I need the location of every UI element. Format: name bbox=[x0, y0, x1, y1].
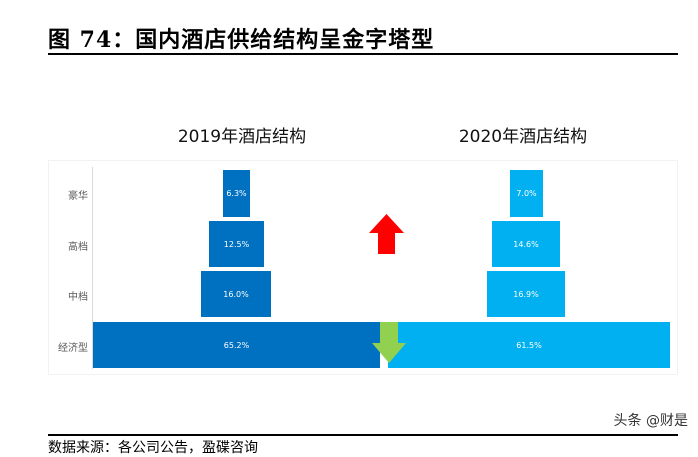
category-axis-line bbox=[92, 167, 93, 369]
bar-2020-luxury: 7.0% bbox=[510, 170, 543, 217]
source-note: 数据来源：各公司公告，盈碟咨询 bbox=[48, 440, 258, 456]
watermark: 头条 @财是 bbox=[613, 413, 688, 429]
source-rule bbox=[48, 434, 678, 436]
bar-2020-upscale: 14.6% bbox=[492, 221, 560, 267]
bar-2019-midscale: 16.0% bbox=[201, 271, 271, 317]
up-arrow-icon bbox=[369, 214, 404, 254]
bar-label: 6.3% bbox=[226, 189, 247, 198]
bar-label: 61.5% bbox=[516, 340, 542, 350]
bar-2019-upscale: 12.5% bbox=[209, 221, 264, 267]
chart-frame bbox=[48, 160, 678, 375]
bar-2019-economy: 65.2% bbox=[93, 322, 380, 368]
category-label-economy: 经济型 bbox=[58, 343, 88, 354]
bar-label: 16.9% bbox=[513, 289, 539, 299]
bar-label: 65.2% bbox=[223, 340, 250, 350]
bar-label: 14.6% bbox=[513, 239, 539, 249]
bar-label: 16.0% bbox=[223, 289, 249, 299]
category-label-luxury: 豪华 bbox=[68, 191, 88, 202]
bar-2020-economy: 61.5% bbox=[388, 322, 670, 368]
bar-label: 12.5% bbox=[223, 239, 250, 249]
bar-2020-midscale: 16.9% bbox=[487, 271, 565, 317]
panel-title-2020: 2020年酒店结构 bbox=[458, 127, 588, 147]
panel-title-2019: 2019年酒店结构 bbox=[177, 127, 307, 147]
bar-2019-luxury: 6.3% bbox=[223, 170, 250, 217]
down-arrow-icon bbox=[372, 322, 406, 363]
category-label-upscale: 高档 bbox=[68, 242, 88, 253]
bar-label: 7.0% bbox=[516, 189, 537, 198]
figure-title: 图 74：国内酒店供给结构呈金字塔型 bbox=[48, 27, 435, 53]
title-rule bbox=[48, 53, 678, 55]
category-label-midscale: 中档 bbox=[68, 292, 88, 303]
